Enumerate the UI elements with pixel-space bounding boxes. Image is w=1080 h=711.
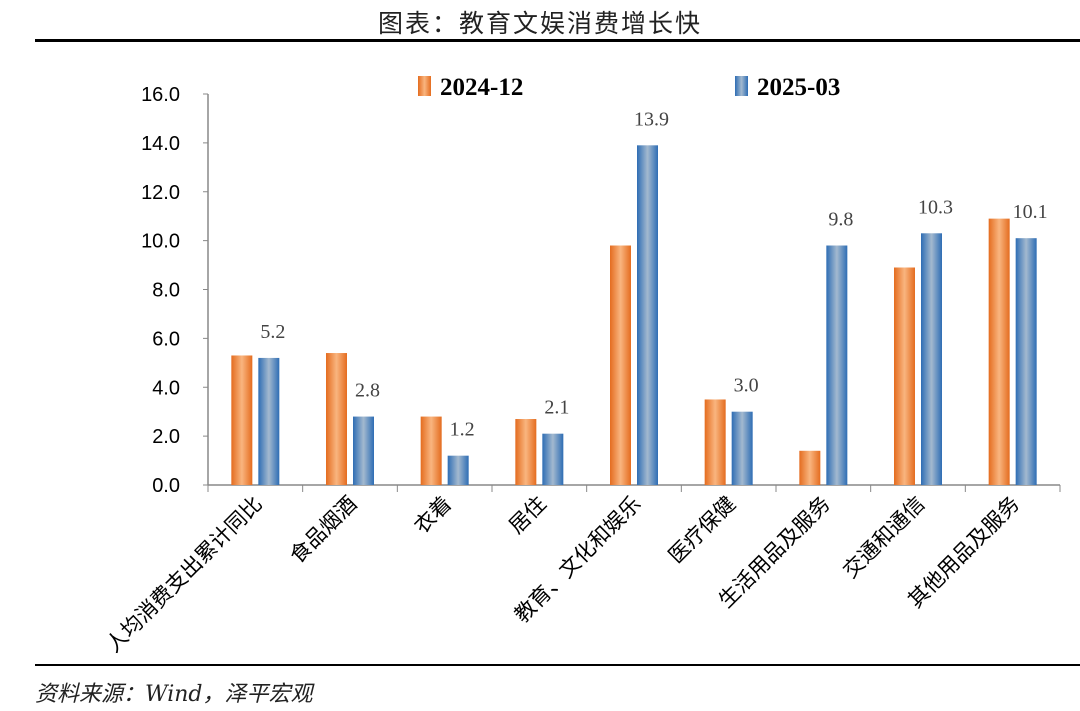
- y-tick-label: 8.0: [152, 280, 180, 302]
- y-tick-label: 10.0: [141, 231, 180, 253]
- data-label: 3.0: [734, 375, 759, 397]
- bar-2024-12: [894, 267, 915, 485]
- bar-2025-03: [542, 433, 564, 485]
- y-tick-label: 2.0: [152, 426, 180, 448]
- bar-2025-03: [447, 455, 469, 485]
- y-tick-label: 16.0: [141, 84, 180, 106]
- data-label: 5.2: [260, 321, 285, 343]
- bar-2025-03: [826, 245, 848, 485]
- source-note: 资料来源：Wind，泽平宏观: [35, 682, 313, 707]
- data-label: 10.3: [918, 196, 953, 218]
- bar-2025-03: [258, 357, 280, 485]
- data-label: 10.1: [1013, 201, 1048, 223]
- bar-2024-12: [799, 450, 821, 485]
- category-label: 医疗保健: [664, 492, 740, 568]
- y-tick-label: 0.0: [152, 475, 180, 497]
- bar-2024-12: [326, 353, 347, 485]
- y-tick-label: 4.0: [152, 377, 180, 399]
- y-tick-label: 14.0: [141, 133, 180, 155]
- bar-2025-03: [353, 416, 374, 485]
- y-tick-label: 12.0: [141, 182, 180, 204]
- bar-2024-12: [610, 245, 631, 485]
- category-label: 人均消费支出累计同比: [101, 492, 266, 657]
- y-tick-label: 6.0: [152, 328, 180, 350]
- category-label: 交通和通信: [838, 492, 929, 583]
- bar-2024-12: [231, 355, 253, 485]
- bar-2025-03: [921, 233, 942, 485]
- bar-2024-12: [420, 416, 442, 485]
- legend-label: 2024-12: [440, 74, 523, 101]
- top-rule: [35, 39, 1080, 42]
- bar-2024-12: [988, 218, 1010, 485]
- data-label: 1.2: [450, 419, 475, 441]
- data-label: 2.1: [544, 397, 569, 419]
- category-label: 衣着: [410, 492, 457, 539]
- bar-2024-12: [515, 419, 537, 485]
- chart-title: 图表：教育文娱消费增长快: [377, 9, 702, 38]
- category-label: 食品烟酒: [285, 492, 361, 568]
- bar-2025-03: [1015, 238, 1037, 485]
- legend-swatch-2024-12: [418, 76, 431, 96]
- category-label: 居住: [504, 492, 551, 539]
- legend-swatch-2025-03: [735, 76, 748, 96]
- bar-2025-03: [731, 411, 753, 485]
- data-label: 13.9: [634, 108, 669, 130]
- legend-label: 2025-03: [757, 74, 840, 101]
- data-label: 2.8: [355, 380, 380, 402]
- bar-2025-03: [637, 145, 658, 485]
- bottom-rule: [35, 664, 1080, 666]
- bar-2024-12: [704, 399, 726, 485]
- data-label: 9.8: [828, 209, 853, 231]
